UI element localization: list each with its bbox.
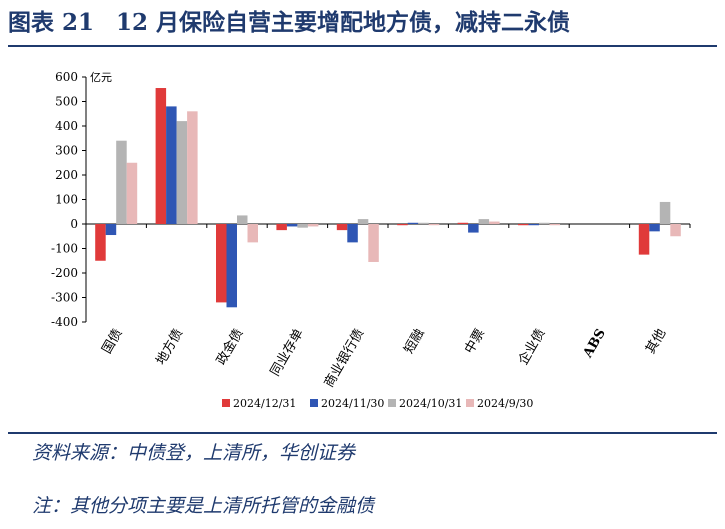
bar <box>478 219 490 224</box>
legend-swatch <box>222 399 230 407</box>
bar-chart: -400 -300 -200 -100 0 100 200 300 400 500 600 亿元国债地… <box>51 70 691 410</box>
bar <box>166 106 177 224</box>
x-category-label: 政金债 <box>213 326 246 368</box>
footnote: 注：其他分项主要是上清所托管的金融债 <box>32 495 375 517</box>
bar <box>368 224 379 262</box>
bar <box>539 222 550 224</box>
y-tick-label: 500 <box>55 95 78 109</box>
x-category-label: 中票 <box>462 327 488 357</box>
bar <box>247 224 258 243</box>
bar <box>187 111 198 224</box>
y-tick-label: -100 <box>51 242 78 256</box>
bar <box>670 224 681 237</box>
legend-label: 2024/9/30 <box>477 397 533 410</box>
bar <box>276 224 287 231</box>
legend-label: 2024/10/31 <box>399 397 462 410</box>
bar <box>457 222 469 224</box>
legend-swatch <box>310 399 318 407</box>
bar <box>286 224 298 227</box>
bar <box>95 224 106 261</box>
bar <box>307 224 319 227</box>
y-tick-label: -400 <box>51 315 78 329</box>
bar <box>336 224 348 231</box>
bar <box>407 222 419 224</box>
bar <box>126 162 138 224</box>
bar <box>155 88 167 225</box>
x-category-label: 国债 <box>100 327 126 357</box>
bar <box>357 219 369 224</box>
chart-area: -400 -300 -200 -100 0 100 200 300 400 500 600 亿元国债地… <box>0 50 725 428</box>
y-tick-label: -200 <box>51 266 78 280</box>
legend-label: 2024/11/30 <box>321 397 384 410</box>
bar <box>297 224 308 228</box>
bar <box>468 224 479 233</box>
bar <box>105 224 117 236</box>
x-category-label: 地方债 <box>153 326 186 368</box>
bar <box>659 201 671 224</box>
x-category-label: 短融 <box>402 327 428 357</box>
bar <box>518 224 529 226</box>
figure-title: 12 月保险自营主要增配地方债，减持二永债 <box>116 9 571 36</box>
legend-swatch <box>388 399 396 407</box>
y-tick-label: 100 <box>55 193 78 207</box>
bar <box>428 224 440 226</box>
y-tick-label: 400 <box>55 119 78 133</box>
bar <box>418 222 429 224</box>
figure-title-bar: 图表 21 12 月保险自营主要增配地方债，减持二永债 <box>8 6 718 40</box>
x-category-label: ABS <box>580 327 609 362</box>
y-tick-label: 600 <box>55 70 78 84</box>
bar <box>226 224 237 308</box>
source-divider <box>8 432 717 434</box>
legend-label: 2024/12/31 <box>233 397 296 410</box>
bar <box>528 224 539 226</box>
bar <box>397 224 408 226</box>
bar <box>489 221 500 224</box>
figure-label: 图表 21 <box>8 9 95 36</box>
bar <box>549 224 560 226</box>
title-divider <box>8 45 717 47</box>
bar <box>649 224 660 232</box>
bar <box>116 140 127 224</box>
bar <box>216 224 227 303</box>
x-category-label: 企业债 <box>515 326 548 368</box>
legend-swatch <box>466 399 474 407</box>
bar <box>347 224 358 243</box>
bar <box>638 224 650 255</box>
bar <box>237 215 248 224</box>
x-category-label: 其他 <box>643 327 669 357</box>
y-unit-label: 亿元 <box>90 71 112 84</box>
x-category-label: 同业存单 <box>268 327 307 380</box>
y-tick-label: 200 <box>55 168 78 182</box>
y-tick-label: 0 <box>70 217 78 231</box>
bar <box>176 121 188 224</box>
source-note: 资料来源：中债登，上清所，华创证券 <box>32 442 356 464</box>
x-category-label: 商业银行债 <box>322 327 367 391</box>
y-tick-label: 300 <box>55 144 78 158</box>
y-tick-label: -300 <box>51 291 78 305</box>
